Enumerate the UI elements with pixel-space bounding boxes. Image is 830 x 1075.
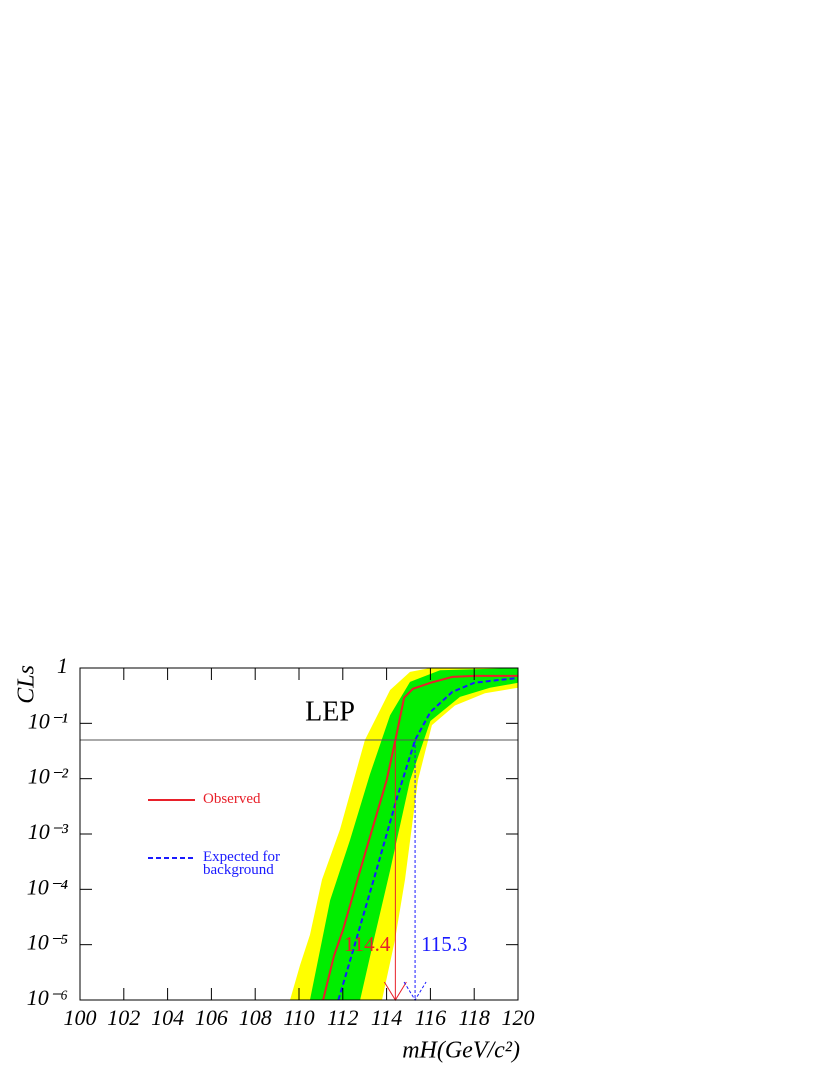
x-tick-label: 106 (195, 1005, 228, 1030)
x-tick-label: 120 (502, 1005, 535, 1030)
x-tick-label: 116 (415, 1005, 446, 1030)
x-tick-label: 114 (371, 1005, 402, 1030)
x-tick-label: 102 (107, 1005, 140, 1030)
y-axis-label: CLs (14, 665, 40, 704)
legend-label: Observed (203, 791, 261, 807)
x-tick-label: 112 (327, 1005, 358, 1030)
plot-area (290, 668, 518, 1000)
x-tick-label: 108 (239, 1005, 272, 1030)
series-line (322, 674, 518, 1000)
y-tick-label: 10⁻⁶ (27, 985, 68, 1010)
y-tick-label: 1 (57, 653, 68, 678)
x-axis-label: mH(GeV/c²) (402, 1038, 520, 1064)
x-tick-label: 118 (459, 1005, 490, 1030)
y-tick-label: 10⁻⁴ (27, 874, 69, 899)
limit-label: 114.4 (344, 932, 391, 956)
y-tick-label: 10⁻² (28, 764, 69, 789)
x-tick-label: 100 (64, 1005, 97, 1030)
y-tick-label: 10⁻⁵ (27, 930, 69, 955)
y-tick-label: 10⁻¹ (28, 708, 68, 733)
y-tick-label: 10⁻³ (28, 819, 69, 844)
limit-label: 115.3 (421, 932, 467, 956)
legend-label: Expected for background (203, 849, 281, 878)
band (309, 668, 518, 1000)
annotation: LEP (305, 696, 355, 727)
x-tick-label: 104 (151, 1005, 184, 1030)
x-tick-label: 110 (283, 1005, 314, 1030)
